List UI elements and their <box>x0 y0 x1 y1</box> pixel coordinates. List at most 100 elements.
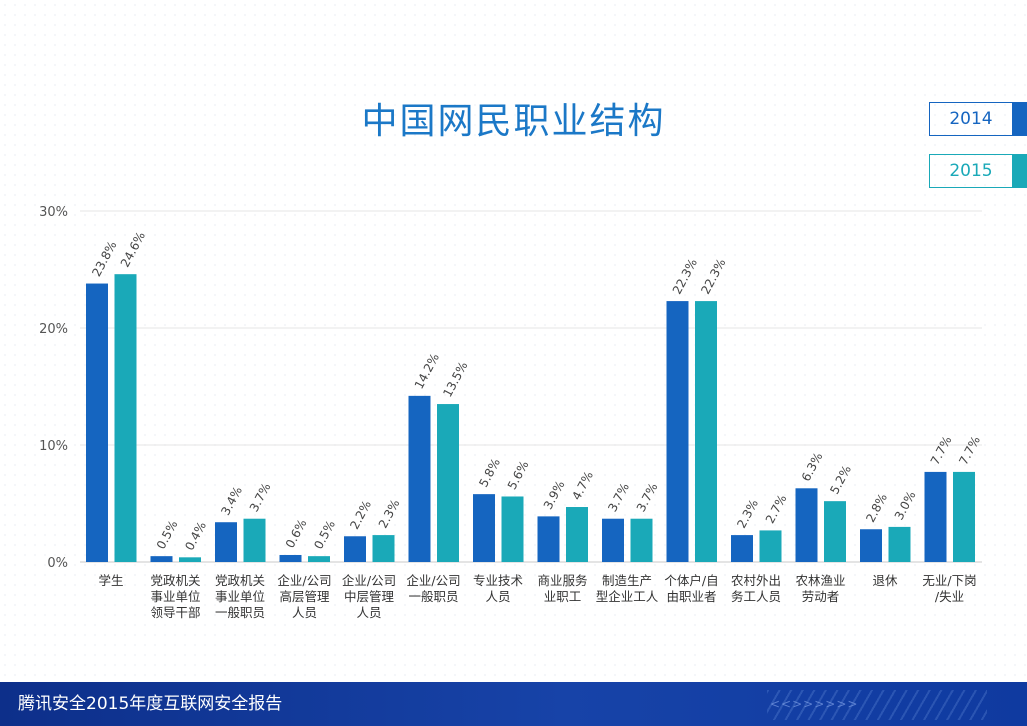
x-tick-label: 由职业者 <box>666 589 716 604</box>
x-tick-label: 务工人员 <box>731 589 781 604</box>
data-label: 7.7% <box>928 434 955 468</box>
bar <box>308 556 330 562</box>
data-label: 7.7% <box>956 434 983 468</box>
bar <box>953 471 975 562</box>
bar <box>437 404 459 562</box>
bar <box>666 301 689 562</box>
data-label: 2.7% <box>763 492 790 526</box>
bar-chart: 0%10%20%30%23.8%24.6%学生0.5% 0.4%党政机关事业单位领… <box>39 205 983 620</box>
data-label: 22.3% <box>670 256 700 296</box>
bar <box>114 274 137 562</box>
x-tick-label: 事业单位 <box>150 589 200 604</box>
data-label: 0.4% <box>182 519 209 553</box>
data-label: 3.7% <box>634 481 661 515</box>
bar <box>86 283 108 562</box>
x-tick-label: 中层管理 <box>344 589 395 604</box>
bar <box>279 554 302 562</box>
x-tick-label: 无业/下岗 <box>922 573 976 588</box>
data-label: 22.3% <box>698 256 728 296</box>
x-tick-label: 企业/公司 <box>406 573 460 588</box>
legend-label-2015: 2015 <box>949 161 993 181</box>
data-label: 5.8% <box>476 456 503 490</box>
x-tick-label: 型企业工人 <box>596 589 659 604</box>
bar <box>630 518 653 562</box>
x-tick-label: 一般职员 <box>408 589 458 604</box>
data-label: 6.3% <box>799 450 826 484</box>
legend-swatch-2014 <box>1012 102 1026 136</box>
bar <box>344 536 366 562</box>
bar <box>215 522 237 562</box>
y-tick-label: 10% <box>39 439 68 454</box>
x-tick-label: 人员 <box>292 605 317 620</box>
bar <box>473 494 495 562</box>
data-label: 23.8% <box>89 239 119 279</box>
data-label: 3.9% <box>541 478 568 512</box>
bar <box>888 526 911 562</box>
data-label: 2.8% <box>863 491 890 525</box>
x-tick-label: 领导干部 <box>150 605 200 620</box>
data-label: 14.2% <box>412 351 442 391</box>
data-label: 5.2% <box>827 463 854 497</box>
data-label: 4.7% <box>569 469 596 503</box>
bar <box>408 395 431 562</box>
data-label: 2.3% <box>376 497 403 531</box>
footer-decoration <box>767 690 987 720</box>
bar <box>150 556 173 562</box>
x-tick-label: 企业/公司 <box>277 573 331 588</box>
bar <box>731 535 753 562</box>
x-tick-label: 学生 <box>98 573 123 588</box>
data-label: 24.6% <box>118 229 148 269</box>
x-tick-label: 农林渔业 <box>795 573 845 588</box>
x-tick-label: 党政机关 <box>150 573 200 588</box>
data-label: 3.0% <box>892 489 919 523</box>
x-tick-label: 专业技术 <box>473 573 524 588</box>
bar <box>179 557 201 562</box>
bar <box>566 507 588 562</box>
bar <box>602 518 624 562</box>
x-tick-label: 党政机关 <box>215 573 265 588</box>
data-label: 3.4% <box>218 484 245 518</box>
data-label: 0.5% <box>154 518 181 552</box>
bar <box>795 488 818 562</box>
x-tick-label: 人员 <box>485 589 510 604</box>
legend-item-2014: 2014 <box>929 102 1027 136</box>
bar <box>372 535 395 562</box>
x-tick-label: 人员 <box>356 605 381 620</box>
footer-text: 腾讯安全2015年度互联网安全报告 <box>18 694 283 714</box>
footer-bar: 腾讯安全2015年度互联网安全报告 <<>>>>>> <box>0 682 1027 726</box>
x-tick-label: 退休 <box>872 573 898 588</box>
data-label: 2.3% <box>734 497 761 531</box>
legend-swatch-2015 <box>1012 154 1026 188</box>
dot-background <box>0 0 1027 682</box>
bar <box>860 529 882 562</box>
x-tick-label: 商业服务 <box>537 573 587 588</box>
y-tick-label: 0% <box>47 556 68 571</box>
x-tick-label: 劳动者 <box>802 589 840 604</box>
y-tick-label: 20% <box>39 322 68 337</box>
data-label: 0.5% <box>311 518 338 552</box>
data-label: 13.5% <box>440 359 470 399</box>
bar <box>501 496 524 562</box>
bar <box>824 501 846 562</box>
x-tick-label: 个体户/自 <box>664 573 718 588</box>
bar <box>924 471 947 562</box>
x-tick-label: 制造生产 <box>602 573 652 588</box>
data-label: 2.2% <box>347 498 374 532</box>
data-label: 3.7% <box>605 481 632 515</box>
x-tick-label: 企业/公司 <box>342 573 396 588</box>
x-tick-label: 一般职员 <box>215 605 265 620</box>
x-tick-label: /失业 <box>935 589 964 604</box>
y-tick-label: 30% <box>39 205 68 220</box>
bar <box>759 530 782 562</box>
x-tick-label: 高层管理 <box>279 589 330 604</box>
data-label: 0.6% <box>283 517 310 551</box>
bar <box>537 516 560 562</box>
bar <box>695 301 717 562</box>
chart-title: 中国网民职业结构 <box>361 101 666 142</box>
x-tick-label: 农村外出 <box>731 573 781 588</box>
x-tick-label: 事业单位 <box>215 589 265 604</box>
data-label: 5.6% <box>505 458 532 492</box>
legend-label-2014: 2014 <box>949 109 993 129</box>
footer-chevrons: <<>>>>>> <box>770 682 858 726</box>
x-tick-label: 业职工 <box>544 589 582 604</box>
